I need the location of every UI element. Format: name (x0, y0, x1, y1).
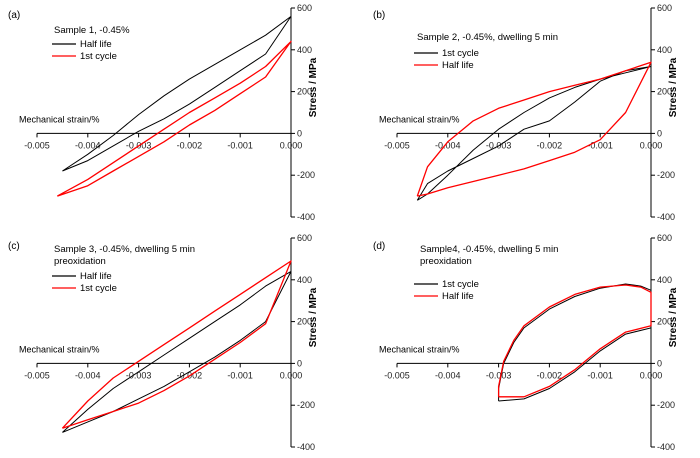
y-tick-label: 400 (297, 45, 312, 55)
y-axis-title: Stress / MPa (308, 57, 319, 117)
y-axis-title: Stress / MPa (668, 287, 679, 347)
y-tick-label: 400 (297, 275, 312, 285)
x-tick-label: -0.004 (75, 370, 101, 380)
series-line-1 (498, 283, 652, 402)
series-line-1 (62, 270, 292, 433)
y-tick-label: 600 (297, 233, 312, 243)
x-axis-label: Mechanical strain/% (19, 344, 100, 354)
x-tick-label: -0.003 (126, 370, 152, 380)
legend-label: 1st cycle (442, 48, 479, 59)
x-tick-label: -0.005 (24, 140, 50, 150)
panel-2: -0.005 -0.004 -0.003 -0.002 -0.001 0.000-400-… (373, 3, 679, 222)
x-axis-label: Mechanical strain/% (379, 114, 460, 124)
panel-label: (a) (8, 10, 20, 21)
y-tick-label: -200 (657, 400, 675, 410)
x-tick-label: -0.001 (587, 140, 613, 150)
x-tick-label: -0.001 (227, 370, 253, 380)
panel-label: (d) (373, 241, 385, 252)
series-line-1 (416, 66, 652, 201)
x-tick-label: -0.002 (537, 140, 563, 150)
y-axis-title: Stress / MPa (668, 57, 679, 117)
x-tick-label: -0.004 (435, 140, 461, 150)
y-tick-label: -400 (297, 212, 315, 222)
x-tick-label: -0.002 (177, 140, 203, 150)
legend-label: Half life (442, 291, 474, 302)
y-tick-label: 0 (657, 128, 662, 138)
y-tick-label: 0 (297, 358, 302, 368)
y-tick-label: -400 (297, 442, 315, 452)
panel-label: (b) (373, 10, 385, 21)
y-tick-label: 200 (657, 317, 672, 327)
x-tick-label: -0.003 (486, 370, 512, 380)
y-tick-label: 600 (657, 233, 672, 243)
sample-annotation: Sample 2, -0.45%, dwelling 5 min (417, 32, 558, 43)
x-tick-label: -0.004 (75, 140, 101, 150)
y-tick-label: 400 (657, 45, 672, 55)
x-axis-label: Mechanical strain/% (19, 114, 100, 124)
legend-label: 1st cycle (80, 283, 117, 294)
legend-label: 1st cycle (442, 279, 479, 290)
y-tick-label: 200 (657, 87, 672, 97)
sample-annotation: preoxidation (420, 256, 472, 267)
x-tick-label: 0.000 (280, 370, 303, 380)
y-tick-label: 200 (297, 87, 312, 97)
x-tick-label: -0.005 (384, 140, 410, 150)
x-tick-label: -0.004 (435, 370, 461, 380)
sample-annotation: Sample 1, -0.45% (54, 25, 130, 36)
series-line-2 (56, 40, 292, 197)
y-tick-label: 600 (657, 3, 672, 13)
legend-label: Half life (80, 271, 112, 282)
legend-label: Half life (80, 39, 112, 50)
x-tick-label: -0.005 (384, 370, 410, 380)
series-line-2 (61, 260, 292, 429)
panel-1: -0.005 -0.004 -0.003 -0.002 -0.001 0.000-400-… (8, 3, 319, 222)
x-tick-label: -0.002 (537, 370, 563, 380)
x-tick-label: -0.005 (24, 370, 50, 380)
series-line-2 (416, 61, 652, 197)
x-tick-label: -0.001 (587, 370, 613, 380)
y-tick-label: -400 (657, 442, 675, 452)
x-tick-label: -0.001 (227, 140, 253, 150)
y-tick-label: 0 (657, 358, 662, 368)
legend-label: 1st cycle (80, 51, 117, 62)
y-tick-label: -200 (297, 170, 315, 180)
x-axis-label: Mechanical strain/% (379, 344, 460, 354)
y-tick-label: -200 (297, 400, 315, 410)
panel-label: (c) (8, 241, 20, 252)
y-tick-label: -200 (657, 170, 675, 180)
x-tick-label: 0.000 (640, 370, 663, 380)
y-tick-label: 0 (297, 128, 302, 138)
y-tick-label: 600 (297, 3, 312, 13)
legend-label: Half life (442, 60, 474, 71)
sample-annotation: preoxidation (54, 256, 106, 267)
series-line-2 (497, 284, 652, 398)
y-tick-label: 200 (297, 317, 312, 327)
x-tick-label: 0.000 (640, 140, 663, 150)
sample-annotation: Sample4, -0.45%, dwelling 5 min (420, 244, 558, 255)
y-tick-label: -400 (657, 212, 675, 222)
sample-annotation: Sample 3, -0.45%, dwelling 5 min (54, 244, 195, 255)
panel-4: -0.005 -0.004 -0.003 -0.002 -0.001 0.000 -400 -… (373, 233, 679, 452)
panel-3: -0.005 -0.004 -0.003 -0.002 -0.001 0.000-400-… (8, 233, 319, 452)
x-tick-label: 0.000 (280, 140, 303, 150)
y-axis-title: Stress / MPa (308, 287, 319, 347)
series-line-1 (62, 15, 292, 172)
y-tick-label: 400 (657, 275, 672, 285)
